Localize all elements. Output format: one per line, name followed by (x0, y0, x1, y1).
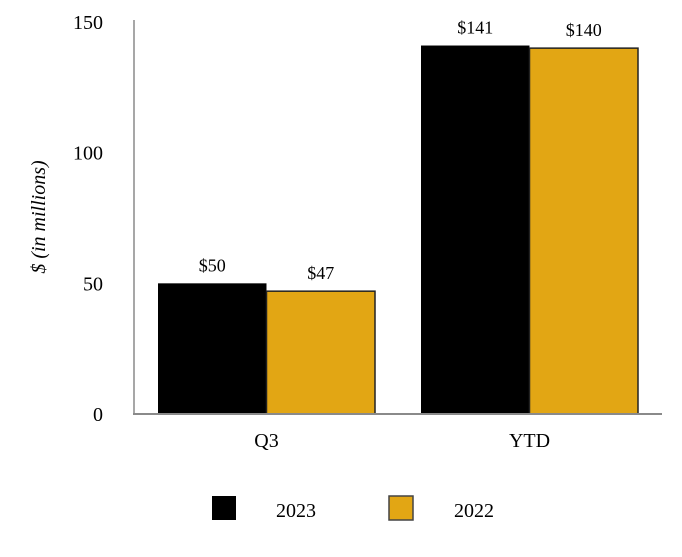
y-tick-label: 100 (73, 143, 103, 165)
data-label: $47 (307, 263, 334, 283)
data-label: $140 (566, 20, 602, 40)
bar-2023-YTD (421, 45, 530, 415)
x-tick-label: Q3 (254, 430, 278, 452)
y-tick-label: 0 (93, 404, 103, 426)
bar-2022-Q3 (265, 290, 376, 415)
data-label: $141 (457, 18, 493, 38)
x-tick-label: YTD (509, 430, 550, 452)
y-axis-label: $ (in millions) (28, 160, 50, 274)
bar-2023-Q3 (158, 283, 267, 414)
data-label: $50 (199, 255, 226, 275)
legend-swatch-2023 (212, 496, 236, 520)
legend-swatch-2022 (388, 495, 414, 521)
y-tick-label: 150 (73, 12, 103, 34)
bar-2022-YTD (528, 47, 639, 415)
legend-label: 2023 (276, 500, 316, 522)
legend-label: 2022 (454, 500, 494, 522)
y-tick-label: 50 (83, 273, 103, 295)
